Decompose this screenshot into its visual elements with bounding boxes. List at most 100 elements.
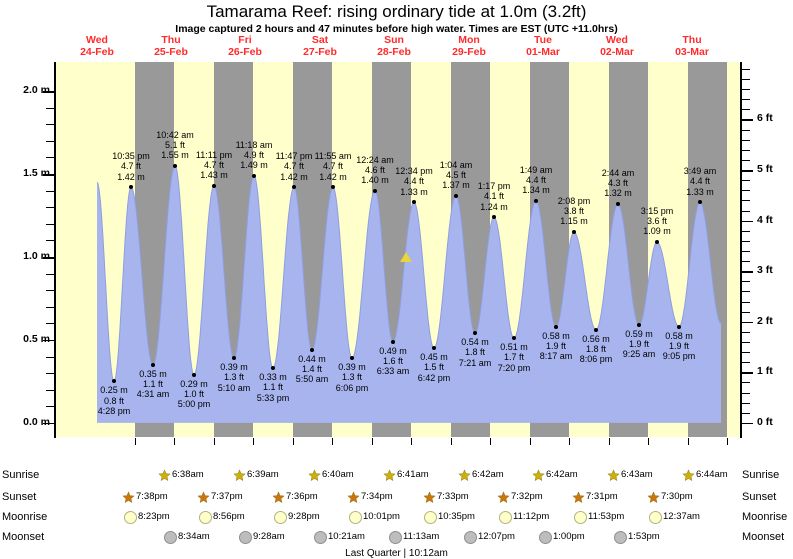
tide-time: 7:20 pm xyxy=(497,362,531,373)
y-tick-right-minor xyxy=(742,412,750,414)
y-tick-left-minor xyxy=(46,140,54,142)
y-tick-right-minor xyxy=(742,89,750,91)
tide-metres: 0.54 m xyxy=(461,337,489,348)
day-date: 25-Feb xyxy=(154,46,188,58)
x-tick-bottom xyxy=(253,438,254,445)
high-tide-point xyxy=(173,163,177,168)
sunset-event: 7:33pm xyxy=(423,490,469,507)
x-tick-bottom xyxy=(174,438,175,445)
moonset-time: 1:00pm xyxy=(553,530,585,542)
tide-time: 11:47 pm xyxy=(275,151,313,162)
y-label-right: 1 ft xyxy=(757,365,773,378)
day-of-week: Mon xyxy=(458,34,480,46)
sunrise-star-icon xyxy=(458,469,471,485)
day-date: 29-Feb xyxy=(452,46,486,58)
low-tide-label: 0.59 m 1.9 ft 9:25 am xyxy=(603,329,675,360)
high-tide-point xyxy=(252,173,256,178)
moonrise-moon-icon xyxy=(424,511,437,527)
day-date: 02-Mar xyxy=(600,46,634,58)
y-tick-right-major xyxy=(742,321,753,324)
y-tick-right-minor xyxy=(742,190,750,192)
sunrise-time: 6:42am xyxy=(472,468,504,480)
sunset-time: 7:33pm xyxy=(437,490,469,502)
tide-time: 10:35 pm xyxy=(112,151,150,162)
moonrise-event: 8:23pm xyxy=(124,511,170,527)
high-tide-point xyxy=(331,185,335,190)
y-tick-right-minor xyxy=(742,382,750,384)
low-tide-point xyxy=(432,346,436,351)
moonset-time: 10:21am xyxy=(328,530,365,542)
tide-time: 11:55 am xyxy=(314,151,352,162)
day-of-week: Thu xyxy=(682,34,702,46)
tide-time: 3:15 pm xyxy=(640,206,674,217)
day-date: 26-Feb xyxy=(228,46,262,58)
high-tide-label: 3:49 am 4.4 ft 1.33 m xyxy=(664,166,736,197)
moonset-event: 10:21am xyxy=(314,530,365,547)
y-tick-right-major xyxy=(742,170,753,172)
y-tick-left-minor xyxy=(46,290,54,292)
tide-feet: 4.6 ft xyxy=(364,164,385,175)
tide-feet: 4.9 ft xyxy=(243,149,264,160)
moonrise-moon-icon xyxy=(349,511,362,527)
y-tick-left-minor xyxy=(46,356,54,358)
day-of-week: Wed xyxy=(86,34,108,46)
y-tick-right-major xyxy=(742,119,753,121)
y-tick-right-major xyxy=(742,220,753,223)
moonset-event: 1:53pm xyxy=(614,531,660,547)
x-tick-bottom xyxy=(214,438,215,445)
y-tick-left-minor xyxy=(46,107,54,109)
x-tick-bottom xyxy=(609,438,610,445)
moonrise-moon-icon xyxy=(499,511,512,527)
sunrise-time: 6:39am xyxy=(247,468,279,480)
y-label-left: 2.0 m xyxy=(23,84,50,96)
low-tide-point xyxy=(310,347,314,352)
y-tick-left-minor xyxy=(46,223,54,225)
sunrise-star-icon xyxy=(233,469,246,485)
tide-metres: 0.45 m xyxy=(420,352,448,363)
y-tick-left-minor xyxy=(46,323,54,325)
moonrise-time: 10:35pm xyxy=(438,510,475,522)
sunset-time: 7:30pm xyxy=(661,490,693,502)
moonset-moon-icon xyxy=(314,531,327,547)
low-tide-label: 0.33 m 1.1 ft 5:33 pm xyxy=(237,372,309,403)
tide-metres: 1.32 m xyxy=(604,188,632,199)
tide-metres: 1.55 m xyxy=(161,150,189,161)
y-axis-left-line xyxy=(54,62,56,438)
high-tide-label: 10:42 am 5.1 ft 1.55 m xyxy=(139,130,211,161)
day-label-28-feb: Sun 28-Feb xyxy=(354,34,434,58)
tide-time: 5:10 am xyxy=(217,382,251,393)
x-tick-bottom xyxy=(135,438,136,445)
low-tide-label: 0.45 m 1.5 ft 6:42 pm xyxy=(398,352,470,383)
tide-feet: 1.6 ft xyxy=(382,355,403,366)
low-tide-point xyxy=(554,324,558,329)
day-label-02-mar: Wed 02-Mar xyxy=(577,34,657,58)
tide-time: 7:21 am xyxy=(458,357,492,368)
moonset-moon-icon xyxy=(539,531,552,547)
y-tick-right-minor xyxy=(742,79,750,80)
low-tide-point xyxy=(350,356,354,361)
high-tide-label: 3:15 pm 3.6 ft 1.09 m xyxy=(621,206,693,237)
tide-metres: 0.58 m xyxy=(542,330,570,341)
tide-feet: 4.7 ft xyxy=(283,161,304,172)
row-label-right-moonset: Moonset xyxy=(742,531,785,543)
sunset-star-icon xyxy=(497,491,510,507)
current-time-marker xyxy=(400,251,412,262)
day-date: 01-Mar xyxy=(526,46,560,58)
high-tide-point xyxy=(412,200,416,205)
high-tide-label: 2:08 pm 3.8 ft 1.15 m xyxy=(538,196,610,227)
moonrise-event: 11:12pm xyxy=(499,511,549,527)
moonrise-time: 9:28pm xyxy=(288,510,320,522)
y-tick-left-major xyxy=(43,422,54,425)
y-tick-right-minor xyxy=(742,342,750,343)
y-tick-right-minor xyxy=(742,352,750,354)
tide-metres: 1.42 m xyxy=(280,171,308,182)
tide-metres: 1.49 m xyxy=(240,160,268,171)
y-tick-right-minor xyxy=(742,261,750,263)
y-tick-right-minor xyxy=(742,200,750,202)
y-tick-right-minor xyxy=(742,180,750,182)
tide-metres: 1.37 m xyxy=(442,179,470,190)
moonrise-event: 8:56pm xyxy=(199,511,245,527)
moonrise-time: 11:53pm xyxy=(588,510,625,522)
sunrise-star-icon xyxy=(383,469,396,485)
tide-metres: 1.42 m xyxy=(319,171,347,182)
